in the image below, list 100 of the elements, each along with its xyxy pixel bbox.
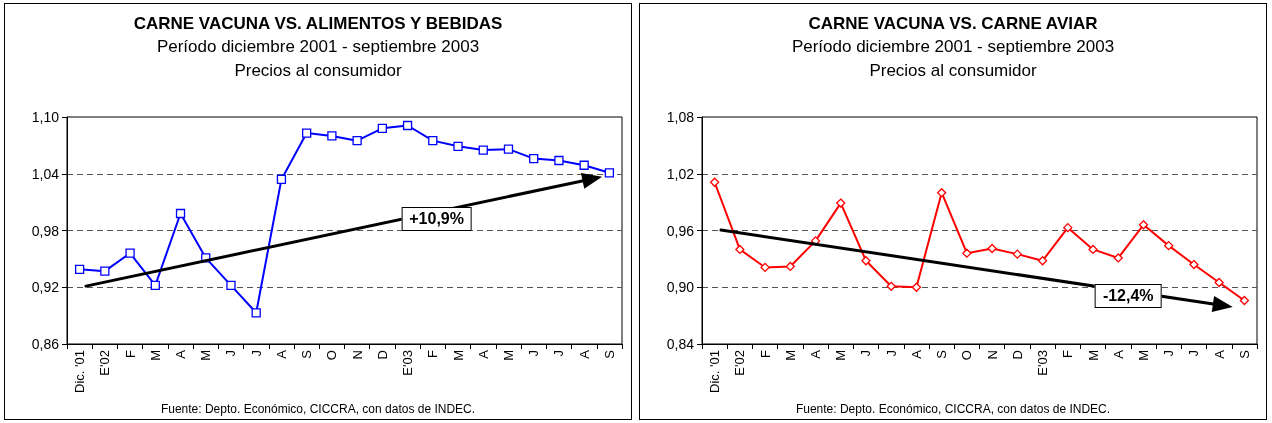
- x-tick-label: E'03: [400, 350, 416, 376]
- point: [579, 160, 589, 170]
- x-tick-label: A: [1211, 349, 1227, 359]
- point: [100, 266, 110, 276]
- x-tick-label: F: [1060, 349, 1076, 358]
- point: [987, 243, 997, 254]
- point: [327, 131, 337, 141]
- x-tick-label: J: [551, 350, 567, 357]
- x-tick-label: J: [883, 350, 899, 357]
- x-tick-label: O: [959, 350, 975, 361]
- y-tick-label: 1,02: [666, 165, 695, 182]
- annotation: -12,4%: [1094, 284, 1162, 309]
- point: [276, 174, 287, 185]
- x-tick-label: M: [1085, 350, 1101, 361]
- y-tick-label: 1,08: [666, 109, 695, 125]
- x-tick-label: E'02: [97, 350, 113, 376]
- x-tick-label: M: [500, 350, 516, 361]
- x-tick-label: A: [475, 349, 491, 359]
- point: [1113, 253, 1123, 263]
- chart-subtitle: Período diciembre 2001 - septiembre 2003 Precios al consumidor: [156, 36, 480, 80]
- point: [226, 280, 236, 291]
- y-tick-label: 0,86: [31, 336, 60, 352]
- x-tick-label: S: [934, 349, 950, 359]
- x-tick-label: A: [808, 349, 824, 359]
- point: [937, 188, 947, 198]
- source-note: Fuente: Depto. Económico, CICCRA, con datos de INDEC.: [160, 402, 476, 416]
- x-tick-label: S: [299, 349, 315, 359]
- point: [352, 136, 362, 146]
- point: [402, 120, 413, 131]
- point: [1189, 259, 1199, 270]
- x-tick-label: J: [526, 350, 542, 357]
- x-tick-label: F: [122, 349, 138, 358]
- point: [604, 168, 615, 178]
- chart-title: CARNE VACUNA VS. ALIMENTOS Y BEBIDAS: [133, 14, 503, 33]
- point: [150, 280, 160, 291]
- point: [962, 248, 972, 258]
- y-tick-label: 1,10: [31, 109, 60, 125]
- point: [125, 248, 135, 258]
- point: [760, 262, 770, 273]
- point: [453, 141, 463, 151]
- point: [302, 128, 312, 138]
- point: [1164, 240, 1174, 251]
- x-tick-label: A: [576, 349, 592, 359]
- point: [1138, 220, 1149, 230]
- y-tick-label: 0,90: [666, 279, 695, 296]
- x-tick-label: E'03: [1035, 350, 1051, 376]
- point: [836, 198, 846, 208]
- x-tick-label: Dic. '01: [72, 350, 88, 393]
- point: [785, 261, 795, 272]
- x-tick-label: J: [1161, 350, 1177, 357]
- point: [735, 244, 745, 255]
- point: [1012, 249, 1022, 259]
- x-tick-label: D: [374, 350, 390, 360]
- x-tick-label: S: [601, 349, 617, 359]
- x-tick-label: J: [1186, 350, 1202, 357]
- point: [74, 264, 85, 274]
- y-tick-label: 0,84: [666, 336, 695, 352]
- x-tick-label: M: [833, 350, 849, 361]
- point: [1037, 256, 1048, 266]
- chart-subtitle: Período diciembre 2001 - septiembre 2003 Precios al consumidor: [791, 36, 1115, 80]
- point: [251, 308, 261, 318]
- x-tick-label: S: [1236, 349, 1252, 359]
- x-tick-label: A: [173, 349, 189, 359]
- x-tick-label: F: [425, 349, 441, 358]
- x-tick-label: M: [782, 350, 798, 361]
- x-tick-label: E'02: [732, 350, 748, 376]
- x-tick-label: J: [223, 350, 239, 357]
- annotation: +10,9%: [401, 207, 472, 232]
- point: [886, 281, 896, 291]
- x-tick-label: J: [858, 350, 874, 357]
- x-tick-label: N: [984, 350, 1000, 360]
- point: [1214, 277, 1224, 288]
- point: [175, 208, 186, 219]
- x-tick-label: O: [324, 350, 340, 361]
- point: [478, 145, 488, 155]
- point: [1239, 295, 1250, 306]
- point: [503, 144, 514, 154]
- x-tick-label: M: [147, 350, 163, 361]
- x-tick-label: M: [198, 350, 214, 361]
- x-tick-label: J: [248, 350, 264, 357]
- point: [1063, 223, 1073, 233]
- point: [377, 123, 387, 133]
- chart-title: CARNE VACUNA VS. CARNE AVIAR: [808, 14, 1098, 33]
- x-tick-label: N: [349, 350, 365, 360]
- x-tick-label: A: [1110, 349, 1126, 359]
- y-tick-label: 1,04: [31, 165, 60, 182]
- y-tick-label: 0,92: [31, 279, 60, 296]
- source-note: Fuente: Depto. Económico, CICCRA, con datos de INDEC.: [795, 402, 1111, 416]
- x-tick-label: Dic. '01: [707, 350, 723, 393]
- y-tick-label: 0,98: [31, 222, 60, 239]
- x-tick-label: M: [1135, 350, 1151, 361]
- point: [554, 155, 564, 166]
- x-tick-label: A: [273, 349, 289, 359]
- x-tick-label: A: [908, 349, 924, 359]
- point: [709, 177, 720, 187]
- x-tick-label: M: [450, 350, 466, 361]
- point: [1088, 244, 1098, 255]
- point: [861, 256, 871, 266]
- x-tick-label: D: [1009, 350, 1025, 360]
- x-tick-label: F: [757, 349, 773, 358]
